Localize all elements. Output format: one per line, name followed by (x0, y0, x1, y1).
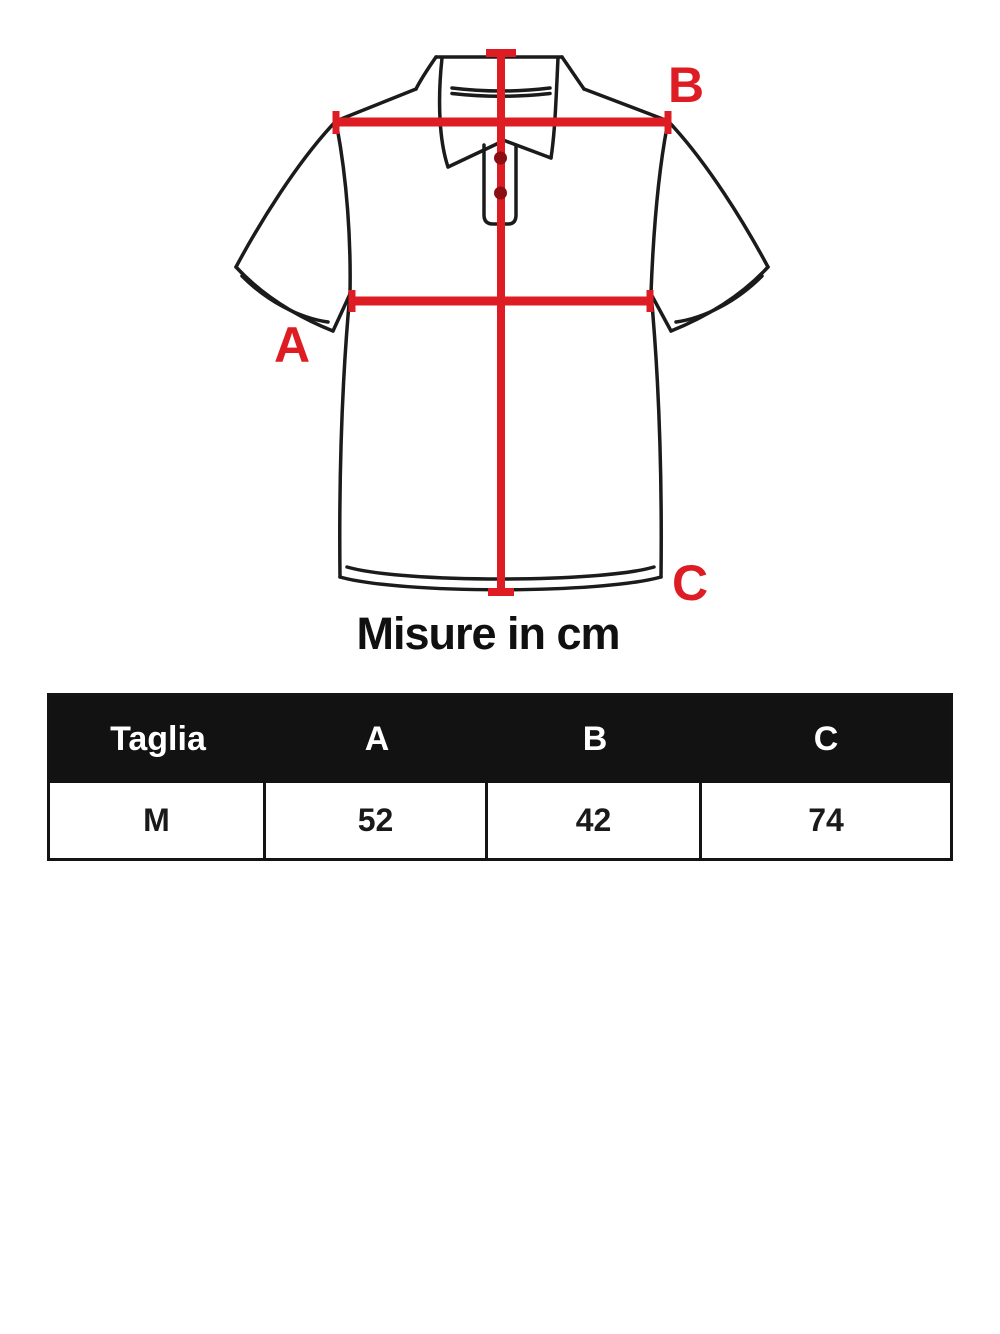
button-icon (494, 151, 507, 165)
left-armhole (335, 125, 352, 295)
cell-measure-c: 74 (808, 802, 844, 838)
left-sleeve-outer (234, 119, 338, 269)
header-cell-a: A (364, 720, 390, 758)
cell-measure-a: 52 (266, 783, 488, 858)
size-table: Taglia A B C M 52 42 74 (47, 693, 953, 861)
collar-right-flap-inner (501, 138, 553, 160)
polo-shirt-illustration (234, 49, 770, 596)
right-armhole (649, 125, 669, 295)
header-cell-c: C (813, 720, 839, 758)
right-shoulder (582, 87, 670, 123)
measurements-caption: Misure in cm (356, 608, 620, 659)
collar-left-flap (437, 56, 450, 169)
collar-right-flap (549, 56, 560, 160)
measure-label-a: A (274, 317, 311, 373)
measure-label-b: B (668, 57, 705, 113)
header-cell-b: B (582, 720, 608, 758)
measurement-lines (332, 49, 672, 596)
collar-left-flap-inner (446, 139, 505, 169)
right-side-seam (649, 291, 663, 579)
right-cuff-inner (674, 274, 764, 324)
cell-measure-b: 42 (488, 783, 702, 858)
size-table-row: M 52 42 74 (50, 783, 950, 858)
header-cell-taglia: Taglia (110, 720, 206, 758)
right-underarm (649, 292, 673, 333)
left-side-seam (338, 291, 352, 579)
size-table-header-row: Taglia A B C (50, 696, 950, 783)
collar-left-outer (414, 55, 438, 91)
left-underarm (331, 292, 352, 333)
right-sleeve-outer (666, 119, 770, 269)
left-cuff-inner (240, 274, 330, 324)
collar-right-outer (560, 55, 586, 91)
cell-size: M (50, 783, 266, 858)
left-shoulder (334, 87, 418, 123)
measure-label-c: C (672, 555, 709, 611)
button-icon (494, 186, 507, 200)
